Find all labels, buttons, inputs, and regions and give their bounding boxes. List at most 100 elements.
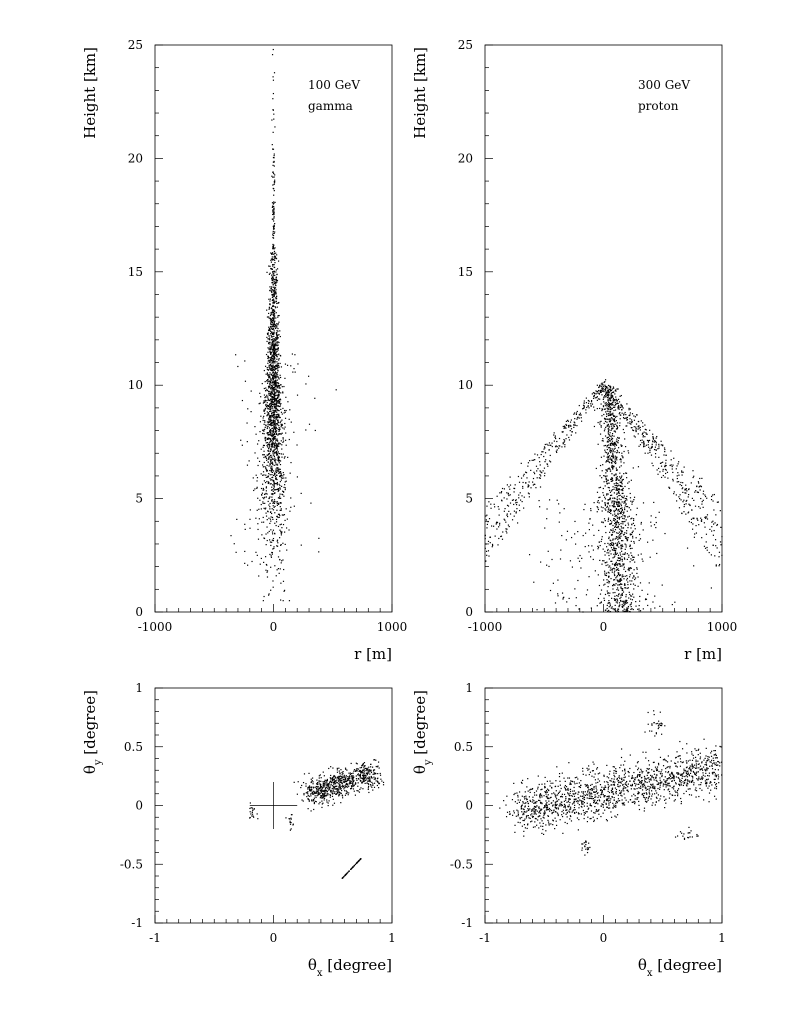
data-point — [599, 593, 602, 595]
data-point — [305, 383, 307, 385]
data-point — [313, 797, 316, 799]
data-point — [606, 483, 608, 485]
data-point — [602, 494, 605, 496]
data-point — [618, 491, 620, 493]
data-point — [343, 788, 345, 790]
data-point — [265, 456, 267, 458]
data-point — [606, 493, 608, 495]
x-tick-label: -1000 — [468, 620, 503, 634]
data-point — [327, 804, 329, 807]
data-point — [597, 421, 599, 424]
data-point — [257, 523, 259, 525]
data-point — [612, 538, 614, 540]
data-point — [272, 348, 274, 350]
data-point — [265, 403, 267, 406]
data-point — [515, 502, 517, 504]
data-point — [662, 461, 664, 463]
data-point — [500, 535, 502, 538]
data-point — [632, 500, 634, 502]
data-point — [315, 791, 317, 793]
data-point — [608, 410, 610, 413]
data-point — [616, 543, 619, 545]
data-point — [597, 597, 600, 600]
data-point — [353, 779, 355, 782]
data-point — [623, 557, 626, 559]
data-point — [626, 607, 628, 609]
data-point — [278, 386, 280, 388]
data-point — [626, 609, 629, 611]
data-point — [362, 780, 364, 782]
data-point — [611, 478, 613, 481]
data-point — [612, 419, 614, 421]
data-point — [357, 785, 359, 787]
data-point — [268, 387, 270, 389]
data-point — [601, 440, 603, 442]
data-point — [278, 387, 280, 389]
data-point — [614, 399, 616, 401]
data-point — [278, 353, 280, 355]
data-point — [682, 487, 684, 489]
data-point — [275, 403, 278, 405]
data-point — [362, 777, 364, 779]
data-point — [268, 427, 271, 429]
data-point — [672, 471, 674, 474]
data-point — [614, 598, 616, 600]
data-point — [622, 574, 624, 576]
data-point — [606, 469, 608, 472]
data-point — [627, 452, 630, 454]
data-point — [604, 554, 606, 556]
data-point — [613, 443, 615, 446]
data-point — [639, 538, 642, 540]
data-point — [581, 408, 584, 410]
data-point — [606, 448, 608, 451]
data-point — [679, 494, 681, 496]
data-point — [625, 414, 627, 416]
data-point — [613, 474, 615, 477]
data-point — [610, 529, 613, 531]
data-point — [283, 495, 285, 497]
data-point — [267, 434, 269, 436]
data-point — [617, 527, 619, 529]
data-point — [597, 507, 599, 509]
data-point — [599, 390, 601, 392]
data-point — [314, 429, 316, 432]
data-point — [346, 791, 348, 793]
data-point — [272, 463, 274, 465]
y-tick-label: -1 — [131, 916, 143, 930]
data-point — [282, 441, 284, 443]
data-point — [352, 785, 354, 788]
data-point — [557, 595, 559, 597]
data-point — [268, 482, 270, 484]
data-point — [362, 762, 364, 765]
data-point — [608, 536, 610, 538]
data-point — [293, 431, 295, 433]
data-point — [277, 327, 279, 330]
data-point — [608, 398, 610, 400]
data-point — [273, 270, 275, 272]
data-point — [627, 524, 630, 526]
data-point — [364, 774, 366, 777]
data-point — [647, 444, 649, 446]
data-point — [276, 331, 278, 334]
data-point — [699, 489, 701, 491]
data-point — [604, 496, 606, 498]
data-point — [276, 447, 278, 449]
data-point — [529, 460, 531, 462]
data-point — [706, 549, 708, 551]
data-point — [268, 316, 270, 318]
data-point — [619, 512, 621, 515]
data-point — [278, 456, 281, 458]
data-point — [559, 445, 561, 447]
data-point — [640, 521, 642, 524]
data-point — [237, 365, 239, 368]
data-point — [266, 427, 268, 430]
data-point — [643, 441, 645, 443]
data-point — [610, 455, 613, 457]
data-point — [264, 412, 266, 415]
data-point — [274, 279, 276, 281]
data-point — [515, 504, 518, 506]
data-point — [704, 495, 707, 498]
data-point — [271, 432, 274, 434]
data-point — [627, 605, 630, 608]
